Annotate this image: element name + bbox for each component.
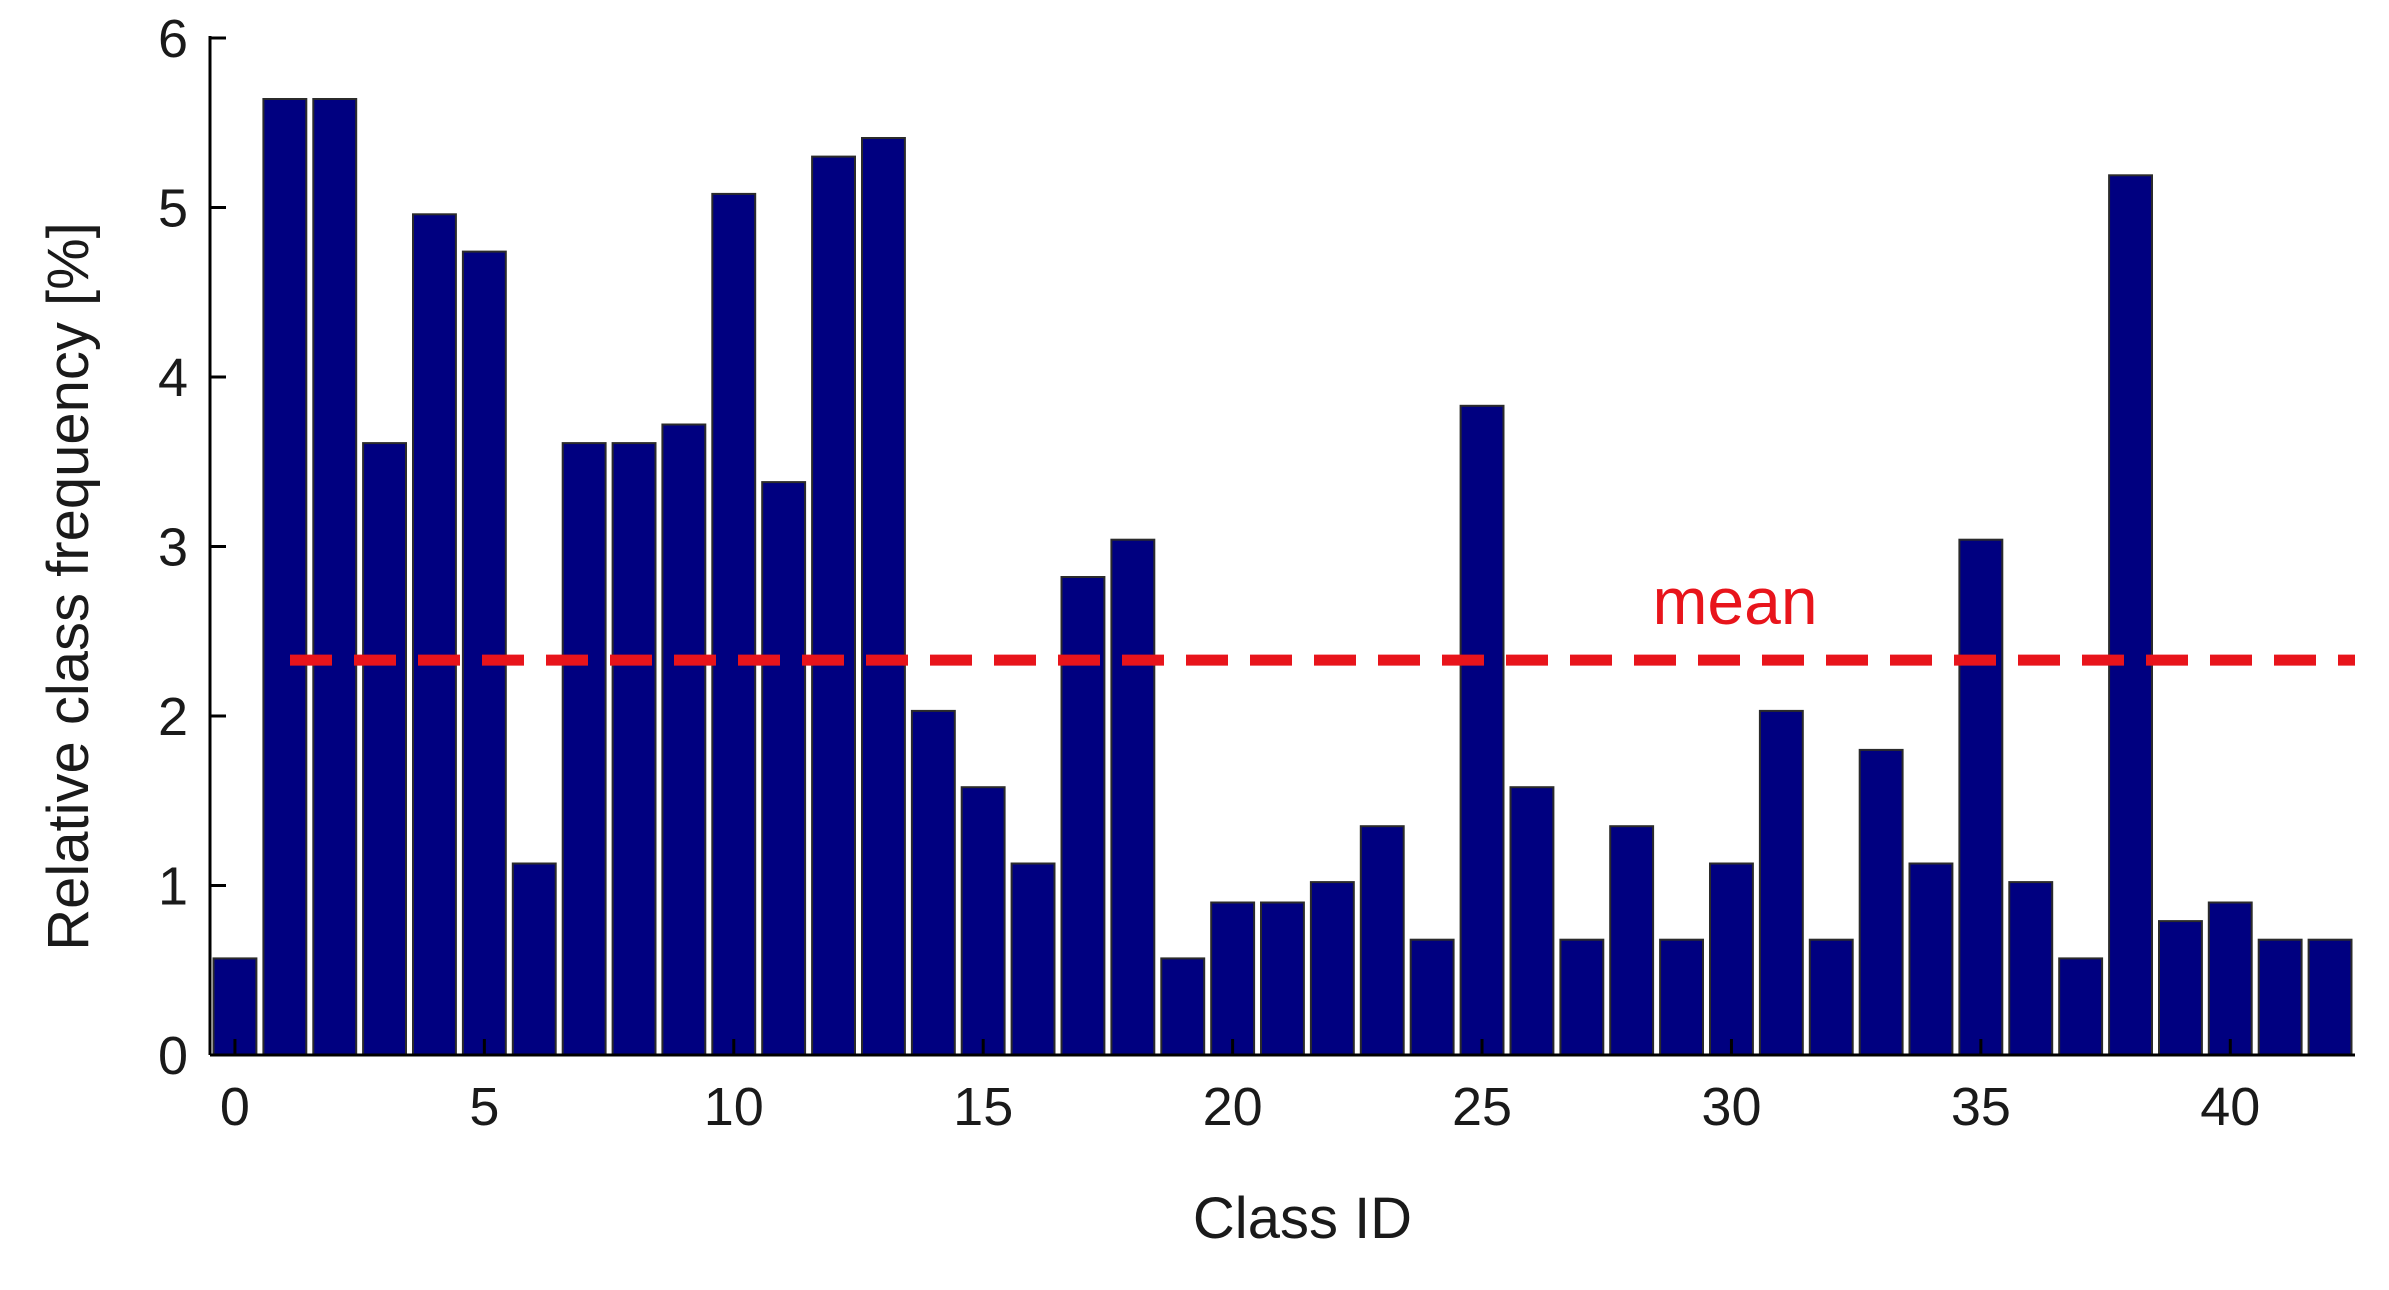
bars-layer — [212, 98, 2353, 1057]
bar-class-35 — [1958, 538, 2004, 1056]
bar-class-15 — [960, 786, 1006, 1056]
bar-class-36 — [2008, 881, 2054, 1056]
bar-class-29 — [1659, 938, 1704, 1057]
bar-class-16 — [1010, 862, 1056, 1056]
bar-class-39 — [2158, 920, 2203, 1056]
bar-class-30 — [1709, 862, 1754, 1056]
x-tick-label: 10 — [704, 1077, 764, 1137]
ticks-layer: 0 1 2 3 4 5 6 0 5 10 15 20 25 30 35 40 — [158, 9, 2260, 1137]
y-tick-label: 6 — [158, 9, 188, 69]
bar-class-21 — [1260, 901, 1305, 1056]
bar-class-4 — [412, 213, 457, 1057]
bar-class-27 — [1559, 938, 1605, 1057]
x-tick-label: 40 — [2200, 1077, 2260, 1137]
bar-class-18 — [1110, 538, 1156, 1056]
mean-layer: mean — [290, 564, 2355, 666]
bar-class-42 — [2307, 938, 2353, 1057]
bar-class-3 — [362, 442, 408, 1057]
bar-class-5 — [461, 250, 507, 1057]
bar-class-8 — [611, 442, 657, 1057]
bar-class-23 — [1359, 825, 1405, 1057]
y-tick-label: 1 — [158, 857, 188, 917]
x-tick-label: 15 — [953, 1077, 1013, 1137]
x-tick-label: 5 — [469, 1077, 499, 1137]
bar-class-25 — [1459, 404, 1505, 1056]
mean-label: mean — [1652, 564, 1817, 638]
x-tick-label: 35 — [1951, 1077, 2011, 1137]
bar-class-7 — [561, 442, 607, 1057]
bar-class-19 — [1160, 957, 1206, 1057]
bar-class-2 — [312, 98, 358, 1056]
bar-class-11 — [761, 481, 807, 1057]
y-tick-label: 4 — [158, 348, 188, 408]
x-tick-label: 0 — [220, 1077, 250, 1137]
bar-class-32 — [1808, 938, 1854, 1057]
bar-class-9 — [661, 423, 707, 1056]
bar-class-24 — [1409, 938, 1455, 1057]
x-tick-label: 20 — [1203, 1077, 1263, 1137]
bar-class-14 — [910, 709, 956, 1057]
bar-class-26 — [1509, 786, 1555, 1056]
bar-class-12 — [811, 155, 856, 1057]
y-tick-label: 0 — [158, 1026, 188, 1086]
bar-class-6 — [511, 862, 557, 1056]
y-tick-label: 2 — [158, 687, 188, 747]
y-tick-label: 3 — [158, 518, 188, 578]
bar-class-41 — [2257, 938, 2303, 1057]
bar-class-33 — [1858, 748, 1904, 1057]
bar-class-17 — [1060, 576, 1106, 1056]
x-axis-title: Class ID — [1193, 1186, 1412, 1251]
y-axis-title: Relative class frequency [%] — [36, 222, 101, 951]
bar-class-40 — [2207, 901, 2253, 1056]
x-tick-label: 25 — [1452, 1077, 1512, 1137]
bar-class-20 — [1210, 901, 1256, 1056]
bar-class-31 — [1758, 709, 1804, 1057]
bar-class-13 — [861, 137, 906, 1056]
bar-class-1 — [262, 98, 308, 1056]
bar-class-22 — [1309, 881, 1355, 1056]
bar-class-34 — [1908, 862, 1954, 1056]
y-tick-label: 5 — [158, 179, 188, 239]
bar-class-38 — [2108, 174, 2154, 1057]
bar-class-37 — [2058, 957, 2104, 1057]
bar-class-28 — [1609, 825, 1655, 1057]
x-tick-label: 30 — [1701, 1077, 1761, 1137]
bar-class-10 — [711, 192, 757, 1056]
bar-class-0 — [212, 957, 258, 1057]
